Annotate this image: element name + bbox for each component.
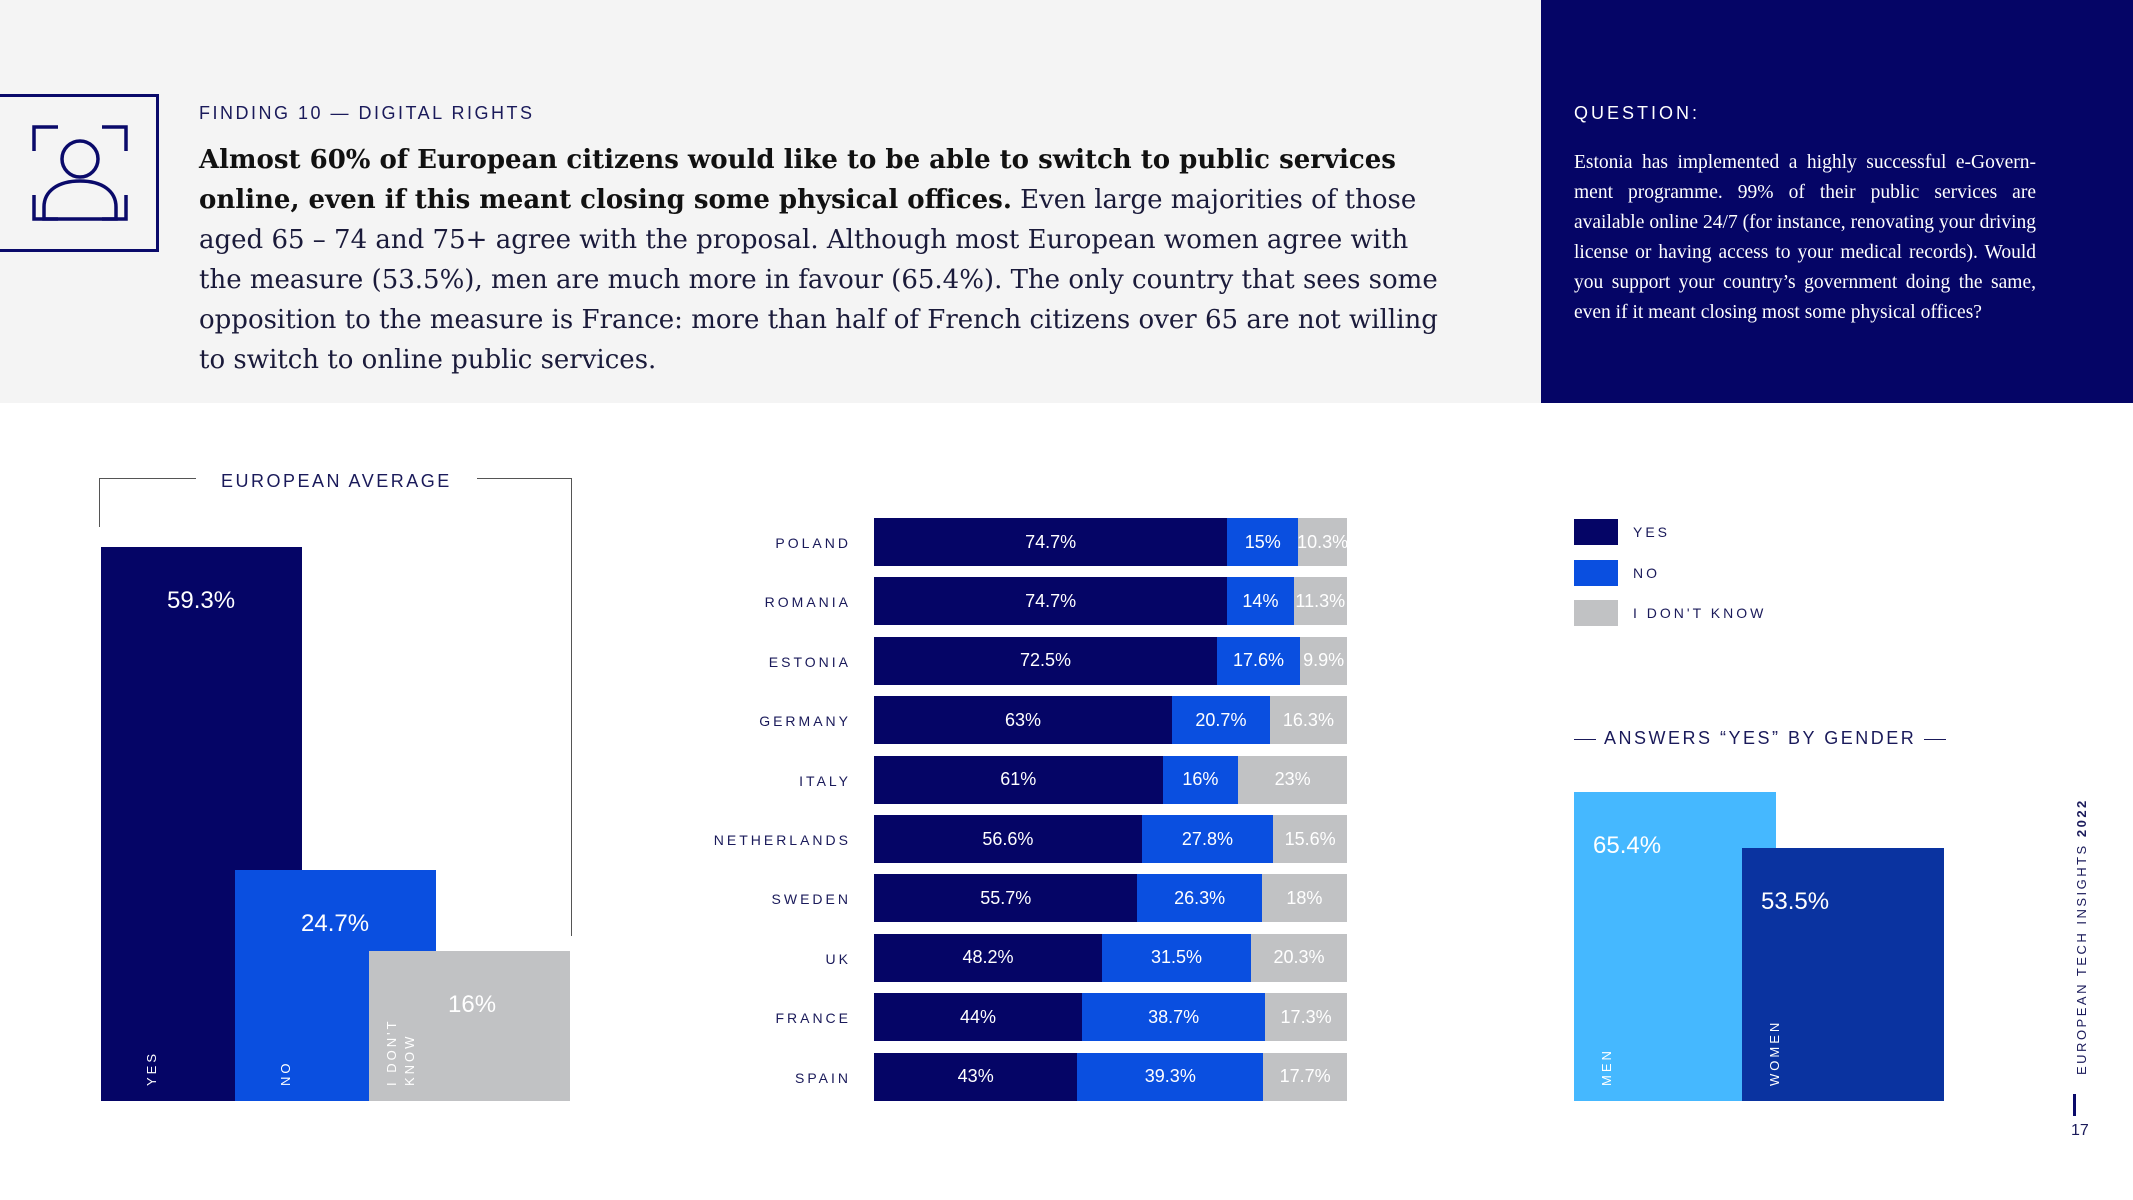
country-label-uk: UK <box>825 950 851 967</box>
bar-segment-sweden-no: 26.3% <box>1137 874 1262 923</box>
european-average-title: EUROPEAN AVERAGE <box>196 471 477 492</box>
country-label-spain: SPAIN <box>795 1069 851 1086</box>
gender-value-women: 53.5% <box>1761 888 1830 916</box>
bar-segment-italy-dont-know: 23% <box>1238 755 1347 804</box>
finding-headline: Almost 60% of European citizens would li… <box>199 145 1396 215</box>
bar-segment-germany-no: 20.7% <box>1171 696 1270 745</box>
country-label-sweden: SWEDEN <box>771 891 851 908</box>
finding-icon-box <box>0 94 159 252</box>
bar-segment-sweden-yes: 55.7% <box>874 874 1138 923</box>
bar-segment-estonia-dont-know: 9.9% <box>1300 636 1347 685</box>
bar-segment-italy-yes: 61% <box>874 755 1163 804</box>
avg-value-no: 24.7% <box>301 910 370 938</box>
brand-name: EUROPEAN TECH INSIGHTS <box>2074 843 2089 1075</box>
finding-text: Almost 60% of European citizens would li… <box>199 140 1459 380</box>
bar-segment-france-dont-know: 17.3% <box>1265 993 1347 1042</box>
gender-title-text: ANSWERS “YES” BY GENDER <box>1604 728 1917 748</box>
bar-segment-romania-yes: 74.7% <box>874 577 1228 626</box>
bar-segment-germany-dont-know: 16.3% <box>1269 696 1347 745</box>
brand-year: 2022 <box>2074 798 2089 838</box>
country-label-netherlands: NETHERLANDS <box>713 832 851 848</box>
intro-band <box>0 0 1541 403</box>
bar-segment-spain-yes: 43% <box>874 1052 1078 1101</box>
avg-category-yes: YES <box>144 1050 159 1086</box>
bar-segment-uk-yes: 48.2% <box>874 933 1102 982</box>
legend-swatch-yes <box>1574 519 1618 545</box>
bar-segment-netherlands-yes: 56.6% <box>874 815 1142 863</box>
bar-segment-netherlands-no: 27.8% <box>1141 815 1274 863</box>
country-label-germany: GERMANY <box>759 713 851 730</box>
country-label-italy: ITALY <box>799 772 851 789</box>
country-label-poland: POLAND <box>775 535 851 551</box>
country-label-estonia: ESTONIA <box>768 653 851 670</box>
bar-segment-poland-no: 15% <box>1227 518 1299 566</box>
avg-bar-dont-know <box>369 951 570 1101</box>
user-scan-icon <box>32 125 128 221</box>
avg-category-no: NO <box>278 1060 293 1087</box>
bar-segment-uk-no: 31.5% <box>1101 933 1251 982</box>
bar-segment-germany-yes: 63% <box>874 696 1172 745</box>
bar-segment-france-yes: 44% <box>874 993 1083 1042</box>
side-brand: EUROPEAN TECH INSIGHTS 2022 <box>2074 798 2089 1075</box>
bar-segment-sweden-dont-know: 18% <box>1261 874 1347 923</box>
bar-segment-spain-dont-know: 17.7% <box>1263 1052 1347 1101</box>
legend-swatch-no <box>1574 560 1618 586</box>
bar-segment-romania-dont-know: 11.3% <box>1293 577 1347 626</box>
legend-swatch-dont-know <box>1574 600 1618 626</box>
avg-category-dont-know: I DON'T KNOW <box>384 1018 417 1086</box>
bar-segment-poland-yes: 74.7% <box>874 518 1228 566</box>
finding-body: Even large majorities of those aged 65 –… <box>199 185 1438 375</box>
bar-segment-uk-dont-know: 20.3% <box>1250 933 1347 982</box>
gender-category-men: MEN <box>1599 1048 1614 1086</box>
legend-label-dont-know: I DON'T KNOW <box>1633 605 1767 621</box>
gender-chart-title: ANSWERS “YES” BY GENDER <box>1574 728 1947 749</box>
country-label-france: FRANCE <box>775 1010 851 1027</box>
legend-label-no: NO <box>1633 565 1660 581</box>
question-label: QUESTION: <box>1574 103 1701 123</box>
page-number: 17 <box>2071 1122 2089 1139</box>
bar-segment-estonia-yes: 72.5% <box>874 636 1217 685</box>
gender-category-women: WOMEN <box>1767 1019 1782 1086</box>
question-text: Estonia has implemented a highly success… <box>1574 152 2036 323</box>
side-rule <box>2073 1094 2076 1116</box>
bar-segment-poland-dont-know: 10.3% <box>1298 518 1347 566</box>
avg-value-yes: 59.3% <box>167 586 236 614</box>
bar-segment-estonia-no: 17.6% <box>1216 636 1301 685</box>
gender-bar-women <box>1742 848 1944 1101</box>
bar-segment-romania-no: 14% <box>1227 577 1294 626</box>
avg-value-dont-know: 16% <box>448 991 497 1019</box>
bar-segment-italy-no: 16% <box>1162 755 1239 804</box>
country-label-romania: ROMANIA <box>764 594 851 611</box>
finding-label: FINDING 10 — DIGITAL RIGHTS <box>199 103 535 123</box>
question-panel <box>1541 0 2133 403</box>
bar-segment-france-no: 38.7% <box>1082 993 1266 1042</box>
gender-value-men: 65.4% <box>1593 832 1662 859</box>
bar-segment-netherlands-dont-know: 15.6% <box>1273 815 1347 863</box>
bar-segment-spain-no: 39.3% <box>1077 1052 1264 1101</box>
legend-label-yes: YES <box>1633 524 1671 540</box>
